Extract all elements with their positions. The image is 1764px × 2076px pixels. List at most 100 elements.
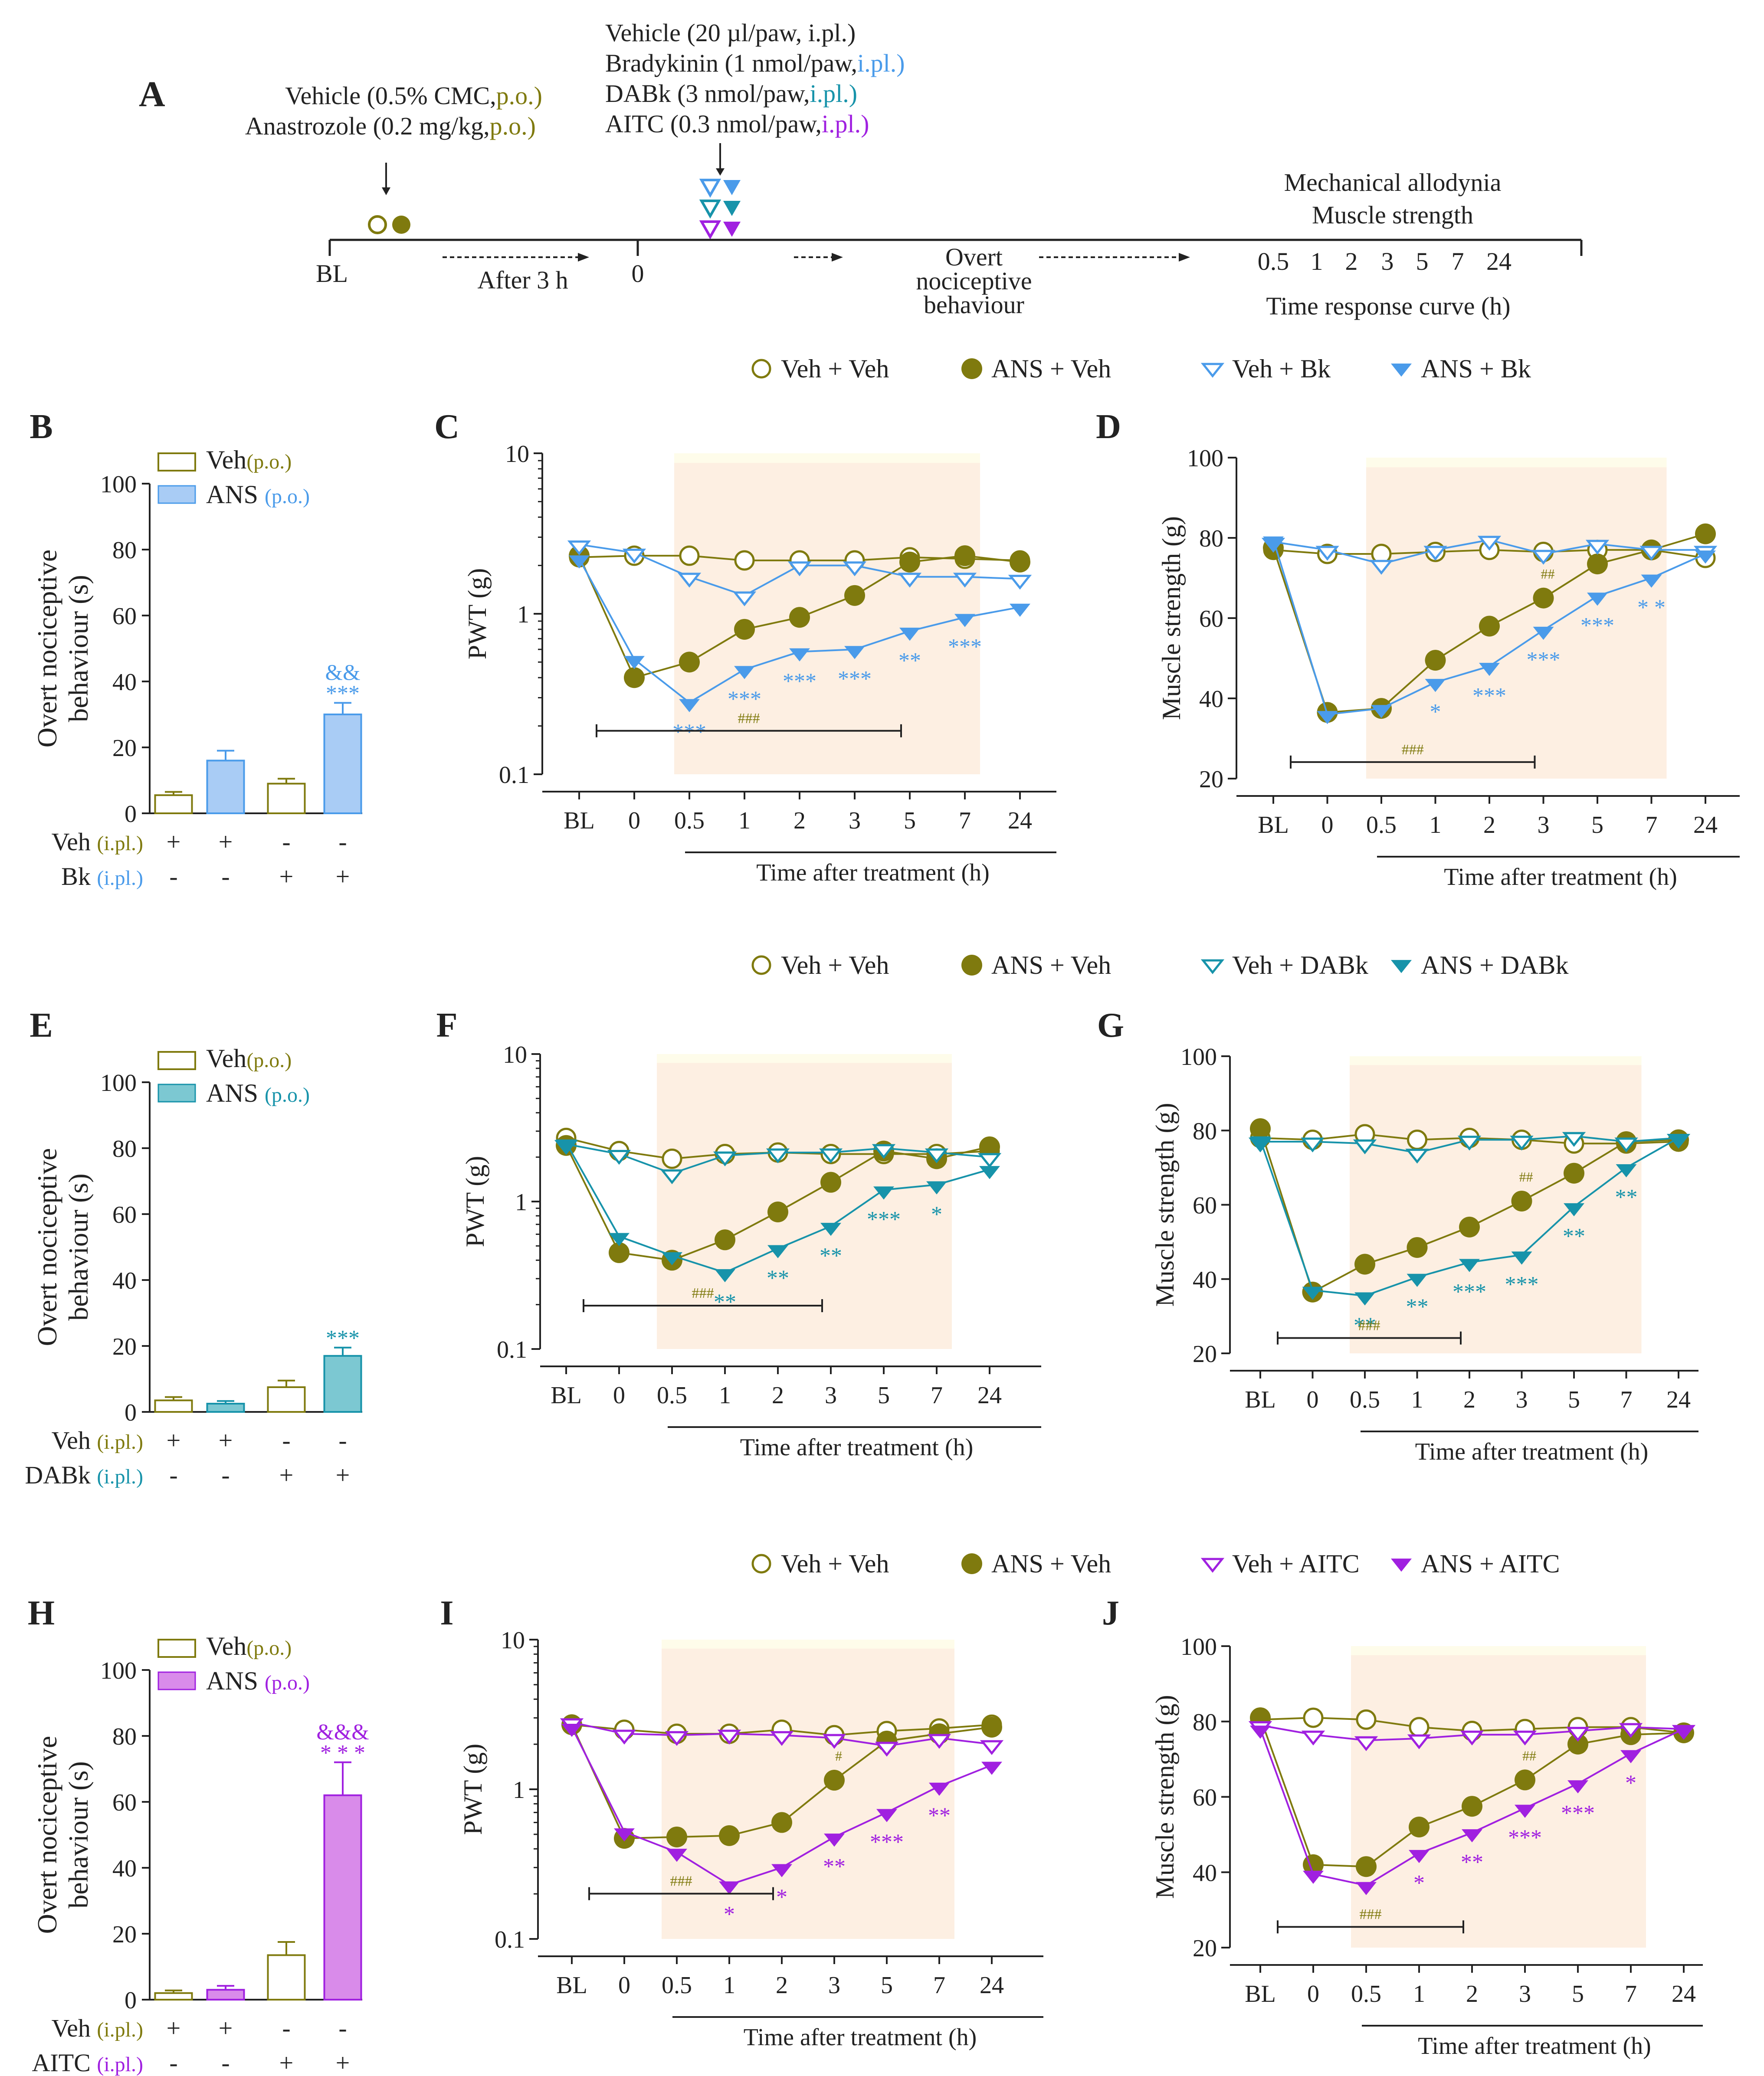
bar-y-tick-label: 60 — [112, 603, 137, 630]
x-tick-label: 0 — [628, 807, 640, 834]
significance-stars: * — [724, 1902, 735, 1927]
x-tick-label: 0.5 — [662, 1972, 692, 1999]
data-point — [732, 591, 757, 606]
significance-stars: *** — [838, 667, 872, 691]
data-point — [979, 1166, 1000, 1179]
bar-y-tick-label: 40 — [112, 1855, 137, 1882]
data-point — [789, 607, 810, 628]
hash-significance-point: ## — [1519, 1169, 1533, 1185]
bar-table-sign: - — [282, 1426, 290, 1454]
data-point — [1356, 1709, 1377, 1730]
legend-label-ans-agent: ANS + Bk — [1421, 354, 1531, 383]
data-point — [624, 667, 645, 688]
bar-table-sign: - — [282, 828, 290, 856]
bar-y-axis-label: Overt nociceptivebehaviour (s) — [32, 550, 94, 748]
bar-y-tick-label: 20 — [112, 1921, 137, 1948]
bar-table-sign: - — [221, 1461, 230, 1489]
data-point — [925, 1148, 949, 1163]
y-tick-label: 20 — [1193, 1341, 1217, 1368]
hash-significance: ### — [692, 1285, 714, 1301]
bar-y-tick-label: 80 — [112, 1723, 137, 1750]
data-point — [1407, 1274, 1428, 1287]
x-tick-label: 1 — [719, 1382, 731, 1409]
data-point — [666, 1849, 687, 1862]
data-point — [1477, 536, 1502, 551]
bar-significance: * * * — [320, 1741, 365, 1765]
significance-stars: ** — [1461, 1850, 1483, 1875]
y-tick-label: 0.1 — [497, 1336, 527, 1363]
x-tick-label: 7 — [1625, 1981, 1637, 2007]
data-point — [1587, 593, 1608, 606]
data-point — [1641, 574, 1662, 588]
data-point — [1479, 616, 1500, 637]
x-tick-label: 0.5 — [657, 1382, 687, 1409]
bar-table-row-label: AITC (i.pl.) — [32, 2049, 143, 2076]
x-tick-label: 24 — [1666, 1386, 1691, 1413]
bar-y-axis-label: Overt nociceptivebehaviour (s) — [32, 1736, 94, 1934]
bar-legend-label-ans: ANS (p.o.) — [206, 480, 310, 509]
bar-significance: *** — [326, 681, 360, 706]
x-tick-label: 5 — [878, 1382, 890, 1409]
series-ans-veh — [569, 545, 1030, 688]
data-point — [1511, 1190, 1532, 1212]
y-axis-label: Muscle strength (g) — [1151, 1695, 1179, 1899]
bar-legend-label-veh: Veh(p.o.) — [206, 1044, 292, 1073]
data-point — [1459, 1259, 1480, 1272]
y-tick-label: 100 — [1180, 1044, 1217, 1071]
series-ans-dabk — [1250, 1134, 1689, 1306]
legend-label-veh-veh: Veh + Veh — [781, 1549, 889, 1578]
data-point — [609, 1242, 630, 1263]
significance-stars: *** — [1527, 648, 1561, 672]
legend-marker-ans-agent — [1391, 1559, 1412, 1572]
data-point — [1353, 1139, 1377, 1155]
timeline-overt-label: Overt nociceptive behaviour — [916, 243, 1032, 319]
oral-veh-marker — [368, 215, 387, 234]
panel-letter-j: J — [1102, 1594, 1119, 1632]
x-tick-label: 24 — [980, 1972, 1004, 1999]
data-point — [1562, 1132, 1586, 1147]
data-point — [1425, 650, 1446, 671]
bar-y-tick-label: 100 — [100, 471, 137, 498]
x-tick-label: 7 — [931, 1382, 943, 1409]
bar-table-row-label: Bk (i.pl.) — [61, 862, 143, 891]
x-tick-label: 1 — [723, 1972, 735, 1999]
data-point — [979, 1136, 1000, 1157]
svg-text:2: 2 — [1345, 247, 1358, 275]
bar-legend-label-veh: Veh(p.o.) — [206, 1632, 292, 1660]
x-tick-label: 2 — [1463, 1386, 1475, 1413]
data-point — [819, 1148, 843, 1163]
data-point — [1301, 1730, 1325, 1746]
data-point — [1585, 540, 1610, 555]
series-ans-dabk — [556, 1139, 1000, 1283]
x-tick-label: 24 — [1008, 807, 1032, 834]
x-tick-label: 2 — [1483, 812, 1495, 838]
data-point — [679, 545, 700, 566]
significance-stars: *** — [672, 720, 706, 745]
x-tick-label: 24 — [1672, 1981, 1696, 2007]
legend-marker-veh-veh — [751, 1554, 771, 1574]
x-tick-label: 3 — [849, 807, 861, 834]
x-tick-label: 24 — [977, 1382, 1002, 1409]
svg-text:0.5: 0.5 — [1258, 247, 1289, 275]
bar-legend-swatch-veh — [157, 452, 196, 472]
x-tick-label: 0.5 — [1350, 1386, 1380, 1413]
data-point — [981, 1716, 1002, 1738]
panel-letter-i: I — [440, 1594, 453, 1632]
bar-y-tick-label: 20 — [112, 735, 137, 762]
data-point — [1409, 1717, 1430, 1738]
panel-letter-f: F — [436, 1006, 458, 1045]
bar-legend-swatch-ans — [157, 485, 196, 504]
bar-veh-aitc — [267, 1954, 306, 2001]
bar-table-sign: - — [221, 2049, 230, 2076]
bar-chart-b: B 0 20 40 60 80 100 Overt nociceptivebehaviour … — [30, 408, 362, 891]
y-tick-label: 20 — [1193, 1935, 1217, 1962]
data-point — [872, 1144, 896, 1159]
series-ans-aitc — [561, 1723, 1002, 1895]
data-point — [1010, 551, 1030, 573]
data-point — [981, 1762, 1002, 1775]
hash-significance: ### — [670, 1873, 692, 1889]
row-bk: Veh + Veh ANS + Veh Veh + Bk ANS + BkB02040… — [30, 354, 1740, 891]
bar-table-sign: + — [336, 862, 350, 891]
legend-aitc: Veh + Veh ANS + Veh Veh + AITC ANS + AITC — [751, 1549, 1560, 1578]
